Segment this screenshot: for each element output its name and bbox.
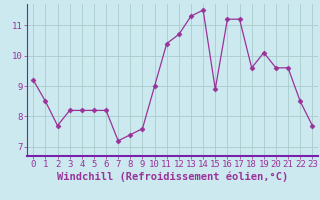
X-axis label: Windchill (Refroidissement éolien,°C): Windchill (Refroidissement éolien,°C) (57, 172, 288, 182)
